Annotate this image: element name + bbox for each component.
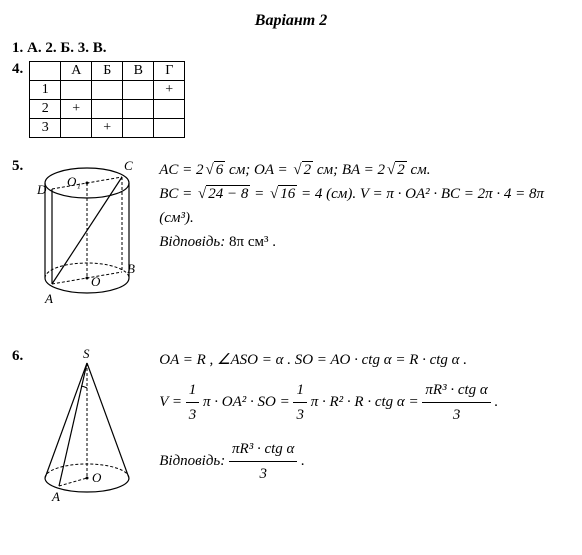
table-cell: 2 [30, 100, 61, 119]
table-cell: Г [154, 62, 185, 81]
table-cell: А [61, 62, 92, 81]
table-cell [123, 119, 154, 138]
label-a: A [44, 291, 53, 306]
table-cell [61, 81, 92, 100]
q4-number: 4. [12, 61, 23, 78]
q5-number: 5. [12, 158, 23, 175]
answer-label: Відповідь: [159, 234, 225, 250]
table-cell [154, 119, 185, 138]
label-b: B [127, 261, 135, 276]
answer-table: А Б В Г 1 + 2 + 3 + [29, 61, 185, 138]
table-cell: + [92, 119, 123, 138]
table-cell: + [154, 81, 185, 100]
table-cell [61, 119, 92, 138]
question-6: 6. S O A OA = R , ∠ASO = α . SO = AO · c… [12, 348, 570, 513]
table-cell: Б [92, 62, 123, 81]
label-o: O [92, 470, 102, 485]
label-c: C [124, 158, 133, 173]
table-row: 3 + [30, 119, 185, 138]
answers-line: 1. А. 2. Б. 3. В. [12, 40, 570, 57]
label-s: S [83, 348, 90, 361]
q6-text: OA = R , ∠ASO = α . SO = AO · ctg α = R … [159, 348, 498, 486]
table-cell: 1 [30, 81, 61, 100]
q6-number: 6. [12, 348, 23, 365]
table-row: А Б В Г [30, 62, 185, 81]
label-d: D [36, 182, 47, 197]
q5-text: AC = 26 см; OA = 2 см; BA = 22 см. BC = … [159, 158, 570, 254]
page-title: Варіант 2 [12, 12, 570, 30]
table-cell [123, 81, 154, 100]
question-5: 5. C O₁ D B O A AC = 26 см; OA = 2 см; B… [12, 158, 570, 318]
label-o1: O₁ [67, 174, 81, 189]
question-4: 4. А Б В Г 1 + 2 + 3 + [12, 61, 570, 138]
table-cell [123, 100, 154, 119]
table-cell [92, 81, 123, 100]
table-cell: В [123, 62, 154, 81]
table-cell: + [61, 100, 92, 119]
label-o: O [91, 274, 101, 289]
cone-diagram: S O A [27, 348, 147, 513]
table-cell: 3 [30, 119, 61, 138]
table-row: 2 + [30, 100, 185, 119]
table-cell [30, 62, 61, 81]
cylinder-diagram: C O₁ D B O A [27, 158, 147, 318]
label-a: A [51, 489, 60, 504]
table-cell [92, 100, 123, 119]
table-row: 1 + [30, 81, 185, 100]
table-cell [154, 100, 185, 119]
answer-label: Відповідь: [159, 453, 225, 469]
